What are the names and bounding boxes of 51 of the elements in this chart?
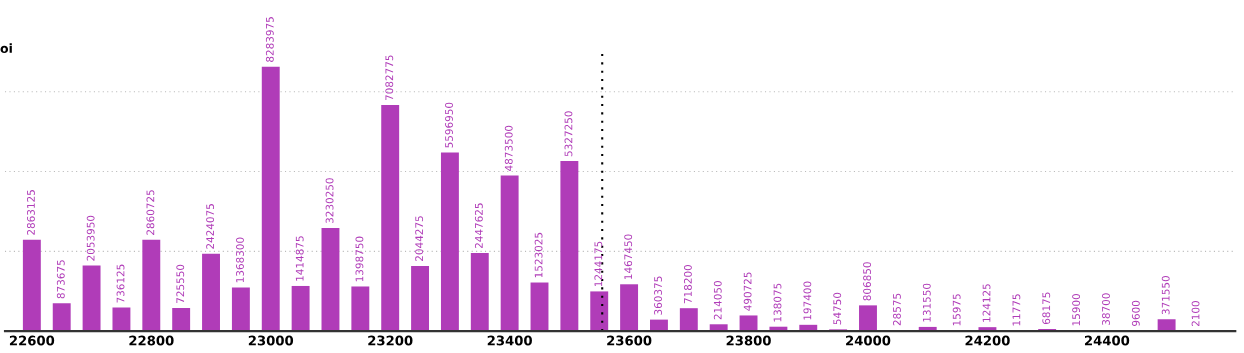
- data-label: 1244175: [594, 241, 603, 287]
- y-axis-title: oi: [0, 43, 12, 54]
- data-label: 8283975: [265, 17, 274, 62]
- data-label: 15900: [1072, 293, 1081, 326]
- x-tick-label: 23400: [487, 335, 532, 346]
- data-label: 1523025: [534, 232, 543, 278]
- data-label: 1368300: [236, 237, 244, 283]
- x-tick-label: 24400: [1084, 335, 1130, 346]
- data-label: 5596950: [445, 102, 453, 148]
- x-tick-label: 24200: [965, 335, 1010, 346]
- data-label: 2860725: [146, 190, 155, 235]
- data-label: 68175: [1042, 292, 1051, 325]
- data-label: 2863125: [27, 190, 35, 235]
- data-label: 2053950: [86, 215, 95, 261]
- data-label: 28575: [892, 293, 901, 326]
- data-label: 197400: [803, 281, 812, 320]
- x-tick-label: 23600: [607, 335, 652, 346]
- x-tick-label: 22600: [9, 335, 55, 346]
- data-label: 214050: [713, 281, 722, 320]
- data-label: 806850: [863, 262, 872, 301]
- data-label: 15975: [952, 294, 961, 326]
- data-label: 2447625: [474, 203, 483, 249]
- data-label: 1414875: [295, 236, 304, 281]
- data-label: 11775: [1012, 294, 1021, 326]
- data-label: 3230250: [325, 178, 334, 224]
- data-label: 490725: [743, 272, 752, 311]
- data-label: 371550: [1161, 276, 1170, 315]
- data-label: 131550: [922, 283, 931, 322]
- data-label: 4873500: [504, 125, 513, 171]
- data-label: 2424075: [206, 204, 215, 249]
- data-label: 5327250: [564, 111, 573, 157]
- data-label: 54750: [833, 292, 842, 325]
- data-label: 138075: [773, 283, 782, 322]
- x-tick-label: 23000: [248, 335, 294, 346]
- data-label: 9600: [1131, 300, 1140, 326]
- data-label: 360375: [654, 276, 662, 315]
- data-label: 725550: [176, 264, 185, 303]
- data-label: 1467450: [624, 234, 633, 279]
- data-label: 2044275: [415, 216, 424, 261]
- data-label: 736125: [116, 264, 125, 303]
- data-label: 873675: [56, 260, 65, 299]
- x-tick-label: 22800: [129, 335, 174, 346]
- x-tick-label: 23200: [368, 335, 413, 346]
- data-label: 1398750: [355, 236, 364, 282]
- data-label: 38700: [1102, 293, 1110, 325]
- x-tick-label: 23800: [726, 335, 771, 346]
- data-label: 124125: [982, 284, 991, 322]
- data-label: 718200: [683, 264, 692, 304]
- data-label: 2100: [1191, 301, 1200, 327]
- x-tick-label: 24000: [846, 335, 891, 346]
- data-label: 7082775: [385, 55, 394, 101]
